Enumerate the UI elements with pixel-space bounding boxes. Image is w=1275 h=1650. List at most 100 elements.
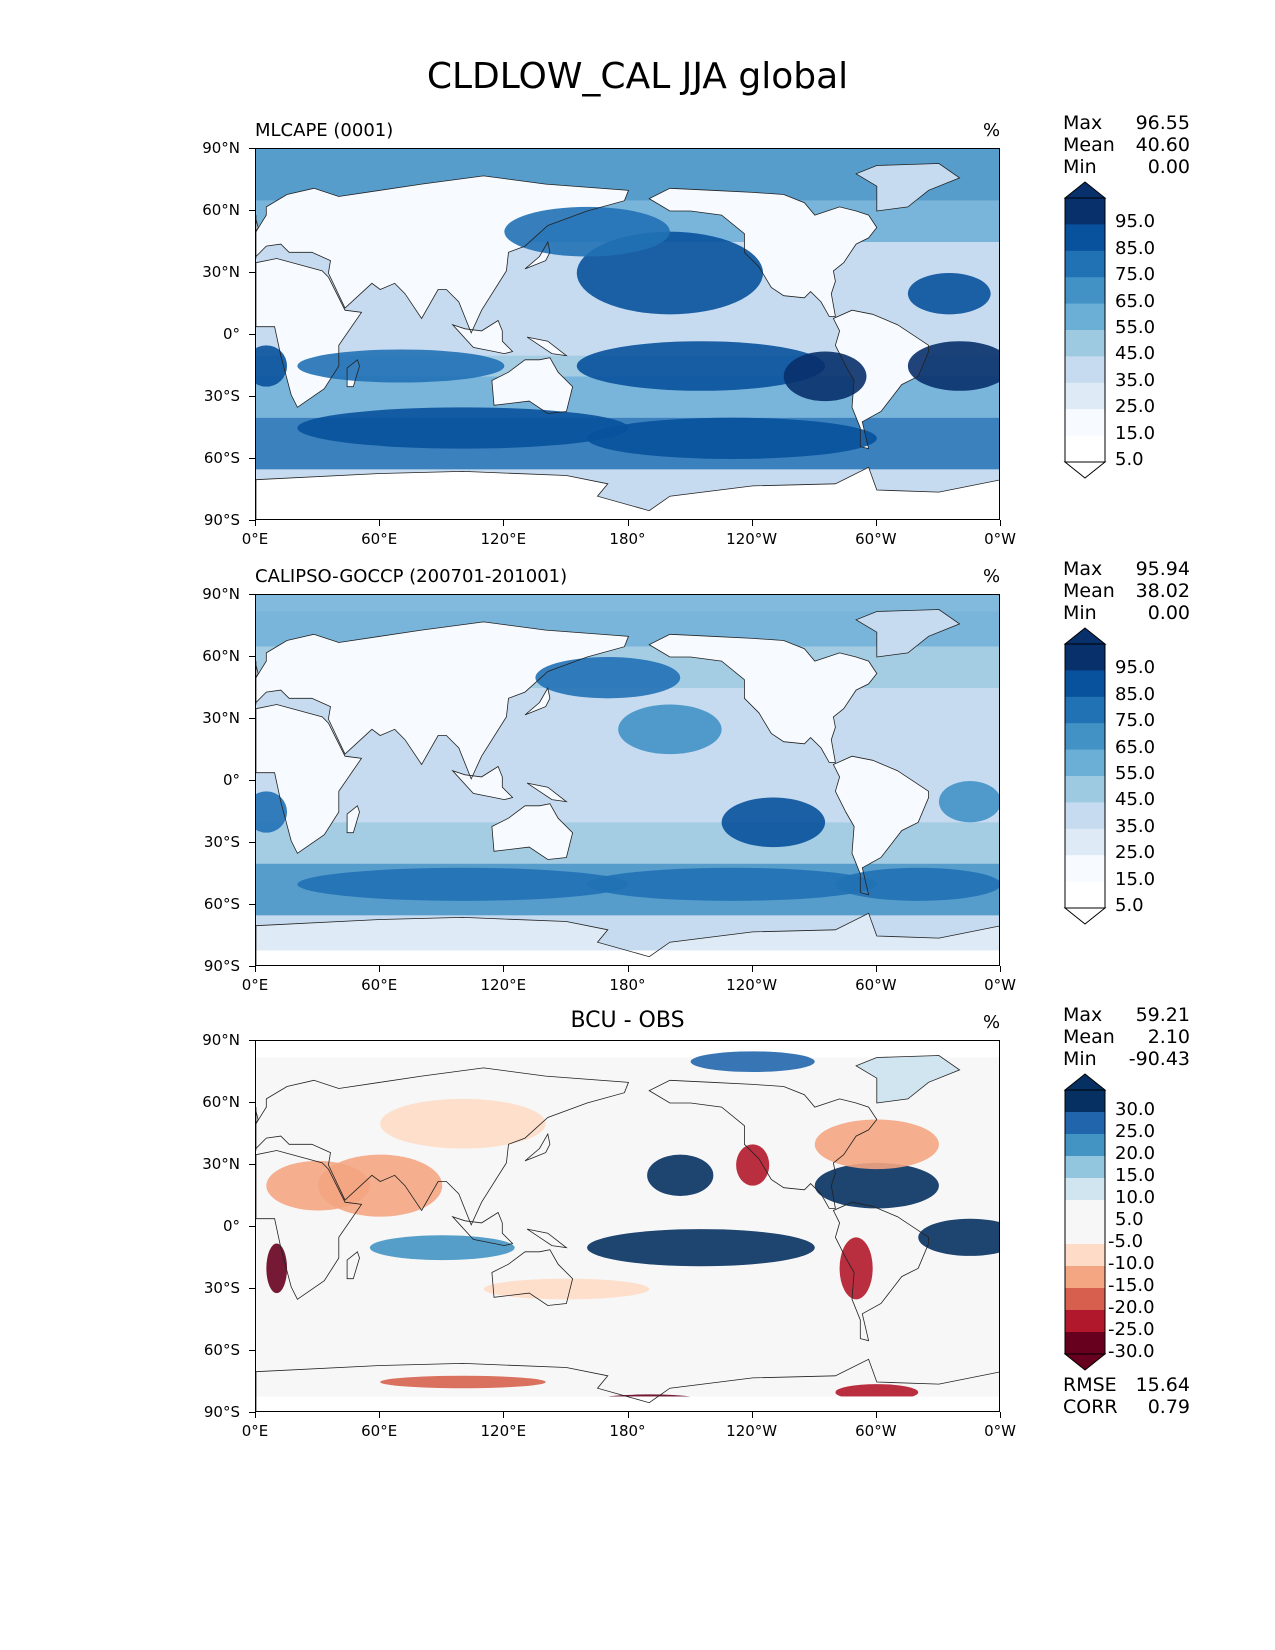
lon-tick bbox=[503, 966, 505, 972]
land-fill-eurasia bbox=[256, 621, 629, 779]
lon-tick-label: 0°W bbox=[984, 1422, 1016, 1440]
colorbar bbox=[1063, 1073, 1107, 1371]
colorbar-tick-label: 35.0 bbox=[1115, 815, 1156, 837]
colorbar-segment bbox=[1065, 1266, 1105, 1289]
lon-tick-label: 180° bbox=[609, 530, 646, 548]
lat-tick bbox=[249, 520, 255, 521]
colorbar-tick-label: 10.0 bbox=[1115, 1187, 1156, 1208]
lat-tick-label: 60°N bbox=[202, 1093, 240, 1111]
colorbar-segment bbox=[1065, 881, 1105, 909]
coastline-antarctica bbox=[256, 1358, 999, 1411]
colorbar-segment bbox=[1065, 303, 1105, 331]
lon-tick bbox=[379, 1412, 381, 1418]
figure-title: CLDLOW_CAL JJA global bbox=[426, 56, 849, 97]
land-fill-indonesia bbox=[452, 1212, 513, 1246]
colorbar-tick-label: 25.0 bbox=[1115, 1121, 1156, 1142]
panel-title: MLCAPE (0001) bbox=[255, 120, 394, 141]
colorbar-extend-bottom bbox=[1063, 461, 1107, 479]
field-map-svg bbox=[256, 1041, 999, 1411]
lat-tick bbox=[249, 1164, 255, 1165]
colorbar-tick-label: 35.0 bbox=[1115, 369, 1156, 391]
lon-tick-label: 0°W bbox=[984, 976, 1016, 994]
coastline-madagascar bbox=[346, 1251, 360, 1280]
colorbar-segment bbox=[1065, 828, 1105, 856]
stat-label: Max bbox=[1063, 558, 1103, 580]
colorbar-outline bbox=[1064, 1089, 1106, 1355]
lat-tick-label: 60°N bbox=[202, 647, 240, 665]
metric-row: CORR 0.79 bbox=[1063, 1396, 1190, 1418]
lon-tick bbox=[875, 966, 877, 972]
lat-tick bbox=[249, 210, 255, 211]
colorbar-tick-label: -20.0 bbox=[1108, 1297, 1155, 1318]
lon-tick-label: 120°E bbox=[480, 976, 527, 994]
stat-row: Min 0.00 bbox=[1063, 602, 1190, 624]
land-fill-namerica bbox=[649, 634, 877, 763]
metric-value: 15.64 bbox=[1135, 1374, 1190, 1396]
land-fill-australia bbox=[491, 803, 573, 860]
colorbar-tick-label: 85.0 bbox=[1115, 237, 1156, 259]
field-anomaly bbox=[814, 1119, 939, 1170]
colorbar-extend-bottom bbox=[1063, 1353, 1107, 1371]
stat-label: Max bbox=[1063, 1004, 1103, 1026]
lon-tick-label: 60°E bbox=[361, 976, 398, 994]
field-anomaly bbox=[907, 273, 991, 315]
lat-tick-label: 0° bbox=[222, 771, 240, 789]
stat-value: -90.43 bbox=[1128, 1048, 1190, 1070]
lon-tick bbox=[255, 520, 256, 526]
metric-label: RMSE bbox=[1063, 1374, 1117, 1396]
colorbar-tick-label: 5.0 bbox=[1115, 1209, 1144, 1230]
land-fill-uk bbox=[256, 215, 259, 232]
lat-tick-label: 30°N bbox=[202, 1155, 240, 1173]
colorbar-extend-top bbox=[1063, 627, 1107, 645]
colorbar-tick-label: 95.0 bbox=[1115, 657, 1156, 679]
lat-tick bbox=[249, 594, 255, 595]
stat-row: Min 0.00 bbox=[1063, 156, 1190, 178]
coastline-newguinea bbox=[526, 1228, 568, 1249]
lat-tick bbox=[249, 1288, 255, 1289]
coastline-japan bbox=[524, 240, 551, 270]
lon-tick-label: 60°W bbox=[855, 530, 897, 548]
stat-row: Mean 38.02 bbox=[1063, 580, 1190, 602]
lat-tick bbox=[249, 718, 255, 719]
land-fill-antarctica bbox=[256, 467, 999, 519]
lat-tick bbox=[249, 1350, 255, 1351]
lat-tick-label: 60°S bbox=[203, 1341, 240, 1359]
field-anomaly bbox=[835, 1384, 919, 1401]
field-map-svg bbox=[256, 595, 999, 965]
colorbar-outline bbox=[1064, 197, 1106, 463]
field-anomaly bbox=[918, 1218, 999, 1256]
field-anomaly bbox=[835, 867, 999, 901]
stat-label: Min bbox=[1063, 1048, 1097, 1070]
land-fill-australia bbox=[491, 357, 573, 414]
field-anomaly bbox=[647, 1154, 714, 1196]
coastline-greenland bbox=[855, 163, 961, 212]
colorbar-tick-label: 75.0 bbox=[1115, 710, 1156, 732]
stat-row: Mean 2.10 bbox=[1063, 1026, 1190, 1048]
coastline-samerica bbox=[832, 1201, 929, 1342]
land-fill-indonesia bbox=[452, 766, 513, 800]
panel-title: BCU - OBS bbox=[570, 1008, 685, 1033]
lon-tick bbox=[503, 1412, 505, 1418]
colorbar-segment bbox=[1065, 1222, 1105, 1245]
lat-tick-label: 30°N bbox=[202, 709, 240, 727]
lat-tick-label: 90°S bbox=[203, 1403, 240, 1421]
lat-tick bbox=[249, 1102, 255, 1103]
colorbar-segment bbox=[1065, 855, 1105, 883]
land-fill-greenland bbox=[856, 1055, 960, 1103]
lat-tick bbox=[249, 272, 255, 273]
land-fill-madagascar bbox=[347, 805, 360, 833]
map-plot bbox=[255, 594, 1000, 966]
field-map-svg bbox=[256, 149, 999, 519]
field-anomaly bbox=[587, 867, 877, 901]
field-anomaly bbox=[576, 341, 826, 391]
units-label: % bbox=[983, 566, 1001, 587]
land-fill-namerica bbox=[649, 188, 877, 317]
field-anomaly bbox=[297, 407, 629, 449]
lat-tick-label: 90°N bbox=[202, 1031, 240, 1049]
lon-tick bbox=[751, 966, 753, 972]
coastline-uk bbox=[256, 215, 259, 232]
colorbar-tick-label: 45.0 bbox=[1115, 343, 1156, 365]
lat-tick-label: 30°S bbox=[203, 1279, 240, 1297]
lat-tick-label: 0° bbox=[222, 1217, 240, 1235]
lat-tick bbox=[249, 396, 255, 397]
